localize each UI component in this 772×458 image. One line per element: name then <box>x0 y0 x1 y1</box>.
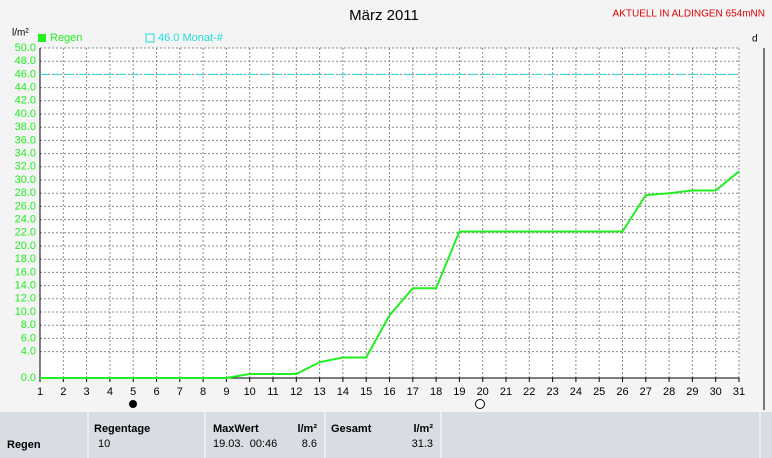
x-tick-label: 21 <box>500 386 512 398</box>
y-tick-label: 38.0 <box>15 121 36 133</box>
y-tick-label: 10.0 <box>15 306 36 318</box>
y-tick-label: 4.0 <box>21 346 36 358</box>
legend-label: 46.0 Monat-# <box>158 32 224 44</box>
cell: 8.6 <box>302 438 317 450</box>
header: MaxWert <box>213 423 259 435</box>
x-tick-label: 16 <box>383 386 395 398</box>
y-tick-label: 40.0 <box>15 108 36 120</box>
x-tick-label: 12 <box>290 386 302 398</box>
header: Regentage <box>94 423 150 435</box>
header: l/m² <box>413 423 433 435</box>
x-tick-label: 25 <box>593 386 605 398</box>
x-tick-label: 26 <box>616 386 628 398</box>
x-tick-label: 5 <box>130 386 136 398</box>
x-tick-label: 9 <box>223 386 229 398</box>
y-tick-label: 22.0 <box>15 227 36 239</box>
y-tick-label: 36.0 <box>15 134 36 146</box>
legend-swatch <box>38 34 46 42</box>
x-tick-label: 20 <box>477 386 489 398</box>
y-tick-label: 12.0 <box>15 293 36 305</box>
y-tick-label: 0.0 <box>21 372 36 384</box>
x-tick-label: 22 <box>523 386 535 398</box>
y-tick-label: 14.0 <box>15 280 36 292</box>
legend-swatch <box>145 33 155 43</box>
table-bg <box>0 412 772 458</box>
y-axis-label: l/m² <box>12 28 29 39</box>
y-tick-label: 20.0 <box>15 240 36 252</box>
y-tick-label: 16.0 <box>15 266 36 278</box>
x-tick-label: 30 <box>710 386 722 398</box>
y-tick-label: 42.0 <box>15 95 36 107</box>
y-tick-label: 28.0 <box>15 187 36 199</box>
cell: 31.3 <box>412 438 433 450</box>
x-tick-label: 7 <box>177 386 183 398</box>
y-tick-label: 30.0 <box>15 174 36 186</box>
x-tick-label: 15 <box>360 386 372 398</box>
summary-table: Regen Regentage 10 MaxWert l/m² 19.03. 0… <box>0 412 772 458</box>
x-tick-label: 11 <box>267 386 278 398</box>
x-tick-label: 14 <box>337 386 349 398</box>
station-label: AKTUELL IN ALDINGEN 654mNN <box>613 9 765 20</box>
cell: 19.03. 00:46 <box>213 438 277 450</box>
y-tick-label: 32.0 <box>15 161 36 173</box>
x-tick-label: 24 <box>570 386 582 398</box>
right-axis-label: d <box>752 34 758 45</box>
y-tick-label: 48.0 <box>15 55 36 67</box>
y-tick-label: 8.0 <box>21 319 36 331</box>
header: Gesamt <box>331 423 372 435</box>
legend-label: Regen <box>50 32 82 44</box>
y-tick-label: 18.0 <box>15 253 36 265</box>
moon-new <box>475 399 485 409</box>
series-line <box>40 170 740 379</box>
x-tick-label: 19 <box>453 386 465 398</box>
x-tick-label: 31 <box>733 386 745 398</box>
y-tick-label: 24.0 <box>15 214 36 226</box>
x-tick-label: 4 <box>107 386 113 398</box>
chart-title: März 2011 <box>349 7 419 24</box>
x-tick-label: 18 <box>430 386 442 398</box>
y-tick-label: 26.0 <box>15 200 36 212</box>
row-label: Regen <box>7 439 41 451</box>
header: l/m² <box>297 423 317 435</box>
x-tick-label: 10 <box>244 386 256 398</box>
moon-full <box>129 400 137 408</box>
y-tick-label: 46.0 <box>15 68 36 80</box>
x-tick-label: 29 <box>686 386 698 398</box>
x-tick-label: 17 <box>407 386 419 398</box>
x-tick-label: 23 <box>546 386 558 398</box>
x-tick-label: 27 <box>640 386 652 398</box>
x-tick-label: 3 <box>84 386 90 398</box>
x-tick-label: 1 <box>37 386 43 398</box>
y-tick-label: 34.0 <box>15 148 36 160</box>
x-tick-label: 13 <box>313 386 325 398</box>
cell: 10 <box>98 438 110 450</box>
x-tick-label: 2 <box>60 386 66 398</box>
x-tick-label: 28 <box>663 386 675 398</box>
y-tick-label: 6.0 <box>21 332 36 344</box>
y-tick-label: 50.0 <box>15 42 36 54</box>
y-tick-label: 44.0 <box>15 82 36 94</box>
x-tick-label: 8 <box>200 386 206 398</box>
x-tick-label: 6 <box>153 386 159 398</box>
